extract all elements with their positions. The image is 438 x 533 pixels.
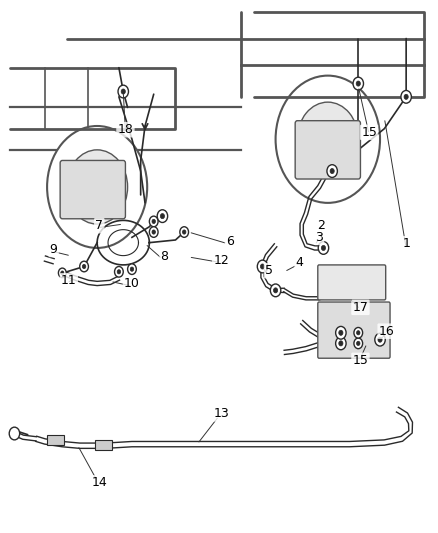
Bar <box>47 435 64 445</box>
Circle shape <box>118 85 128 98</box>
Circle shape <box>353 77 364 90</box>
Text: 10: 10 <box>124 278 140 290</box>
Circle shape <box>276 76 380 203</box>
Circle shape <box>318 241 328 254</box>
Circle shape <box>61 271 64 275</box>
Text: 13: 13 <box>213 407 229 421</box>
Circle shape <box>58 268 66 278</box>
Circle shape <box>375 333 385 346</box>
Circle shape <box>149 216 158 227</box>
Circle shape <box>257 260 268 273</box>
Text: 16: 16 <box>379 325 395 338</box>
Circle shape <box>180 227 188 237</box>
Circle shape <box>117 270 120 274</box>
Text: 5: 5 <box>265 264 273 277</box>
FancyBboxPatch shape <box>60 160 125 219</box>
Circle shape <box>157 210 168 222</box>
Circle shape <box>336 337 346 350</box>
Text: 18: 18 <box>117 123 133 136</box>
Circle shape <box>160 214 165 219</box>
Circle shape <box>149 227 158 237</box>
Circle shape <box>321 245 325 251</box>
Text: 17: 17 <box>353 301 368 314</box>
Circle shape <box>354 338 363 349</box>
Circle shape <box>330 168 334 174</box>
Text: 11: 11 <box>61 274 77 287</box>
Text: 7: 7 <box>95 219 103 232</box>
Text: 2: 2 <box>318 219 325 232</box>
Circle shape <box>270 284 281 297</box>
FancyBboxPatch shape <box>318 265 386 300</box>
Text: 15: 15 <box>353 354 368 367</box>
Text: 6: 6 <box>226 235 234 248</box>
Circle shape <box>82 264 86 269</box>
Text: 9: 9 <box>49 243 57 256</box>
Circle shape <box>404 94 408 99</box>
Text: 1: 1 <box>402 237 410 250</box>
Circle shape <box>67 150 127 224</box>
Circle shape <box>401 91 411 103</box>
Circle shape <box>357 341 360 345</box>
Circle shape <box>152 230 155 234</box>
Circle shape <box>327 165 337 177</box>
Circle shape <box>80 261 88 272</box>
Circle shape <box>339 330 343 335</box>
Circle shape <box>9 427 20 440</box>
Text: 8: 8 <box>161 251 169 263</box>
Circle shape <box>47 126 147 248</box>
Circle shape <box>336 326 346 339</box>
Text: 4: 4 <box>296 256 304 269</box>
Circle shape <box>130 267 134 271</box>
Circle shape <box>356 81 360 86</box>
Text: 3: 3 <box>315 231 323 244</box>
Text: 14: 14 <box>92 477 107 489</box>
Text: 12: 12 <box>213 254 229 266</box>
Text: 15: 15 <box>361 126 377 139</box>
Circle shape <box>183 230 186 234</box>
Bar <box>95 440 113 450</box>
FancyBboxPatch shape <box>295 120 360 179</box>
FancyBboxPatch shape <box>318 302 390 358</box>
Circle shape <box>297 102 358 176</box>
Circle shape <box>357 330 360 335</box>
Circle shape <box>261 264 265 269</box>
Circle shape <box>273 288 278 293</box>
Circle shape <box>127 264 136 274</box>
Circle shape <box>121 89 125 94</box>
Circle shape <box>354 327 363 338</box>
Circle shape <box>339 341 343 346</box>
Circle shape <box>115 266 123 277</box>
Circle shape <box>152 219 155 223</box>
Circle shape <box>378 337 382 342</box>
